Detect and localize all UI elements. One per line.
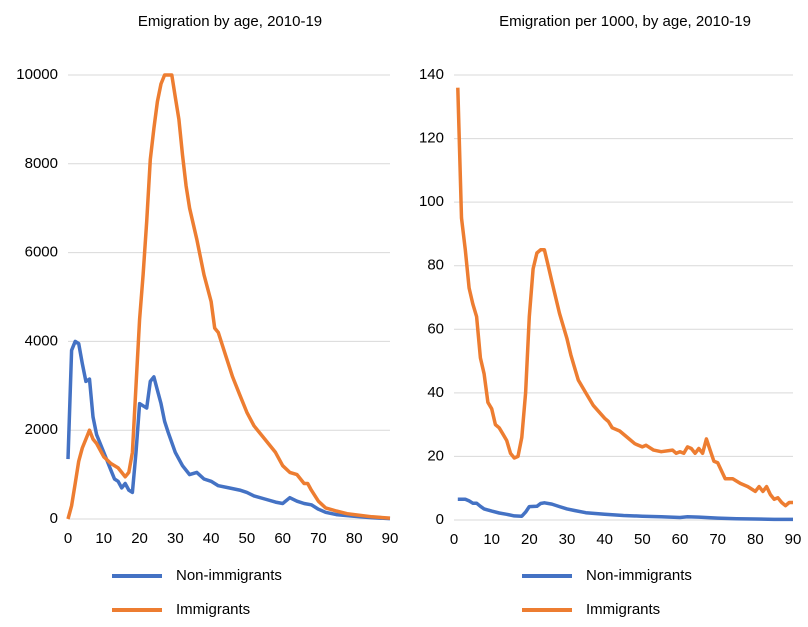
- x-tick-label: 20: [131, 530, 148, 547]
- x-tick-label: 40: [203, 530, 220, 547]
- legend-label: Immigrants: [586, 601, 660, 618]
- y-tick-label: 0: [436, 511, 444, 528]
- x-tick-label: 80: [346, 530, 363, 547]
- y-tick-label: 0: [50, 510, 58, 527]
- x-tick-label: 40: [596, 531, 613, 548]
- y-tick-label: 140: [419, 66, 444, 83]
- series-line: [456, 87, 793, 508]
- y-tick-label: 4000: [25, 332, 58, 349]
- x-tick-label: 10: [483, 531, 500, 548]
- y-tick-label: 6000: [25, 244, 58, 261]
- x-tick-label: 60: [274, 530, 291, 547]
- x-tick-label: 0: [64, 530, 72, 547]
- x-tick-label: 20: [521, 531, 538, 548]
- x-tick-label: 50: [634, 531, 651, 548]
- chart-title: Emigration by age, 2010-19: [138, 13, 322, 30]
- x-tick-label: 80: [747, 531, 764, 548]
- y-tick-label: 40: [427, 384, 444, 401]
- x-tick-label: 30: [559, 531, 576, 548]
- y-tick-label: 80: [427, 257, 444, 274]
- x-tick-label: 50: [239, 530, 256, 547]
- x-tick-label: 90: [785, 531, 802, 548]
- y-tick-label: 120: [419, 130, 444, 147]
- legend-label: Immigrants: [176, 601, 250, 618]
- y-tick-label: 8000: [25, 155, 58, 172]
- x-tick-label: 70: [709, 531, 726, 548]
- x-tick-label: 10: [95, 530, 112, 547]
- x-tick-label: 70: [310, 530, 327, 547]
- y-tick-label: 10000: [16, 66, 58, 83]
- y-tick-label: 20: [427, 447, 444, 464]
- x-tick-label: 30: [167, 530, 184, 547]
- series-line: [66, 339, 391, 521]
- y-tick-label: 2000: [25, 421, 58, 438]
- y-tick-label: 60: [427, 320, 444, 337]
- legend-label: Non-immigrants: [176, 567, 282, 584]
- x-tick-label: 60: [672, 531, 689, 548]
- x-tick-label: 0: [450, 531, 458, 548]
- y-tick-label: 100: [419, 193, 444, 210]
- x-tick-label: 90: [382, 530, 399, 547]
- series-line: [66, 73, 391, 520]
- chart-title: Emigration per 1000, by age, 2010-19: [499, 13, 751, 30]
- legend-label: Non-immigrants: [586, 567, 692, 584]
- series-line: [457, 497, 793, 522]
